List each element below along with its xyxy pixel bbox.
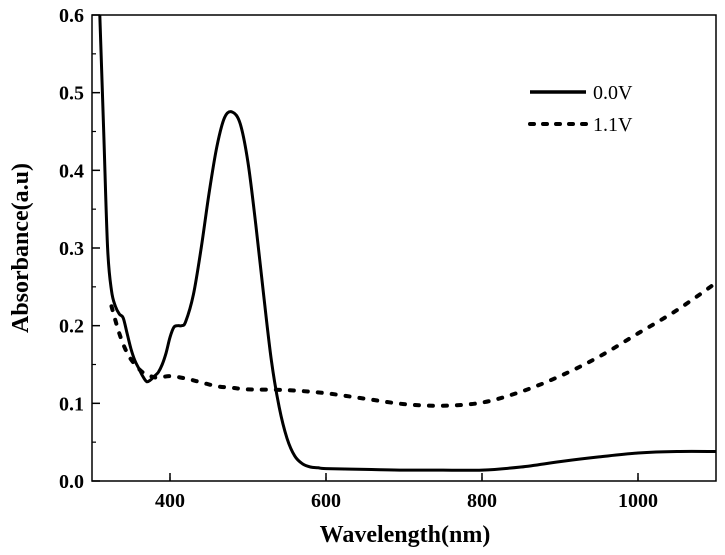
y-tick-label: 0.5 <box>59 83 84 105</box>
x-tick-label: 800 <box>467 490 497 512</box>
y-axis-ticks: 0.0 0.1 0.2 0.3 0.4 0.5 0.6 <box>59 5 100 493</box>
y-tick-label: 0.4 <box>59 160 84 182</box>
legend: 0.0V 1.1V <box>530 82 633 136</box>
x-axis-ticks: 400 600 800 1000 <box>155 473 658 512</box>
y-tick-label: 0.0 <box>59 471 84 493</box>
y-axis-title: Absorbance(a.u) <box>8 163 34 333</box>
x-tick-label: 600 <box>311 490 341 512</box>
series-line-1.1V <box>112 283 717 406</box>
y-tick-label: 0.2 <box>59 316 84 338</box>
y-tick-label: 0.3 <box>59 238 84 260</box>
absorbance-chart: 400 600 800 1000 0.0 0.1 0.2 0.3 0.4 0.5 0.6 Wave… <box>0 0 725 555</box>
legend-label-0.0V: 0.0V <box>593 82 633 104</box>
legend-label-1.1V: 1.1V <box>593 114 633 136</box>
y-tick-label: 0.6 <box>59 5 84 27</box>
x-tick-label: 1000 <box>618 490 658 512</box>
x-tick-label: 400 <box>155 490 185 512</box>
x-axis-title: Wavelength(nm) <box>320 522 491 548</box>
y-tick-label: 0.1 <box>59 393 84 415</box>
